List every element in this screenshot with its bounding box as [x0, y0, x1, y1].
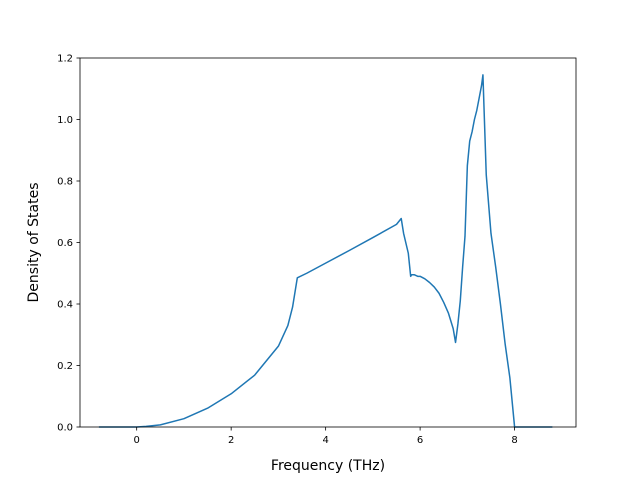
y-tick-label: 0.6 [57, 238, 73, 249]
y-tick-label: 0.4 [57, 300, 73, 311]
x-tick-label: 8 [511, 435, 517, 446]
plot-area [98, 74, 553, 428]
x-tick-label: 4 [322, 435, 328, 446]
x-tick-label: 2 [228, 435, 234, 446]
y-tick-label: 0.0 [57, 423, 73, 434]
dos-series-line [98, 74, 553, 428]
x-axis-label: Frequency (THz) [271, 458, 385, 474]
y-tick-label: 0.2 [57, 361, 73, 372]
y-axis-ticks: 0.0 0.2 0.4 0.6 0.8 1.0 1.2 [57, 54, 80, 434]
y-axis-label: Density of States [26, 183, 42, 303]
axes-frame [79, 57, 577, 428]
x-axis-ticks: 0 2 4 6 8 [133, 427, 518, 446]
y-tick-label: 0.8 [57, 177, 73, 188]
x-tick-label: 0 [133, 435, 139, 446]
y-tick-label: 1.0 [57, 115, 73, 126]
y-tick-label: 1.2 [57, 54, 73, 65]
x-tick-label: 6 [417, 435, 423, 446]
